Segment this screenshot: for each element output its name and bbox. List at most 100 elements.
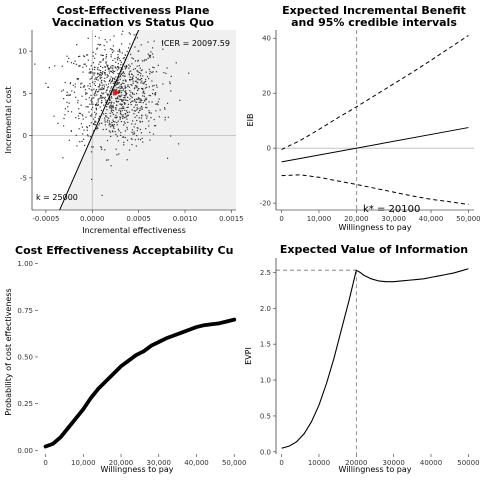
ce-plane-point xyxy=(119,87,121,89)
ce-plane-point xyxy=(99,61,101,63)
ce-plane-point xyxy=(119,50,121,52)
ce-plane-point xyxy=(109,107,111,109)
ce-plane-point xyxy=(91,76,93,78)
ce-plane-point xyxy=(86,92,88,95)
ce-plane-point xyxy=(73,62,75,65)
ce-plane-x-label: Incremental effectiveness xyxy=(82,226,186,235)
ce-plane-point xyxy=(109,78,111,80)
ce-plane-point xyxy=(149,73,151,75)
ce-plane-point xyxy=(113,83,115,85)
ce-plane-point xyxy=(115,97,117,100)
ce-plane-point xyxy=(92,146,94,148)
ce-plane-point xyxy=(86,134,89,136)
ce-plane-point xyxy=(146,106,148,109)
ce-plane-point xyxy=(98,124,100,126)
ce-plane-point xyxy=(162,48,164,50)
ce-plane-point xyxy=(75,117,77,119)
ce-plane-point xyxy=(66,91,68,93)
eib-lower-interval-line xyxy=(281,174,469,205)
ce-plane-point xyxy=(134,100,136,102)
ce-plane-point xyxy=(96,48,98,50)
ce-plane-point xyxy=(140,73,142,75)
ce-plane-point xyxy=(119,78,121,80)
ce-plane-point xyxy=(94,84,96,87)
ce-plane-point xyxy=(83,86,85,88)
ce-plane-point xyxy=(45,82,47,84)
ce-plane-point xyxy=(145,84,147,86)
ce-plane-point xyxy=(131,123,133,125)
ce-plane-point xyxy=(139,120,141,122)
ce-plane-point xyxy=(124,109,126,111)
ce-plane-point xyxy=(104,96,106,98)
ce-plane-point xyxy=(118,109,120,111)
ce-plane-point xyxy=(112,126,115,128)
ce-plane-point xyxy=(69,94,71,96)
ce-plane-point xyxy=(121,103,123,105)
ce-plane-point xyxy=(133,126,135,128)
ce-plane-point xyxy=(145,97,147,99)
eib-title-line1: Expected Incremental Benefit xyxy=(282,4,466,17)
ce-plane-point xyxy=(118,57,120,60)
ce-plane-point xyxy=(106,106,108,108)
ce-plane-point xyxy=(137,138,139,140)
ce-plane-point xyxy=(112,82,114,84)
ce-plane-point xyxy=(111,70,113,73)
ce-plane-point xyxy=(115,133,117,135)
ce-plane-point xyxy=(127,85,129,87)
ce-plane-point xyxy=(116,57,118,59)
ce-plane-point xyxy=(93,123,95,126)
ce-plane-point xyxy=(100,30,102,31)
ce-plane-point xyxy=(102,93,104,95)
ce-plane-point xyxy=(169,81,171,83)
eib-break-even-label: k* = 20100 xyxy=(363,204,420,215)
ce-plane-point xyxy=(94,103,97,106)
ce-plane-point xyxy=(110,76,112,78)
ce-plane-point xyxy=(131,78,134,80)
ce-plane-point xyxy=(95,121,97,123)
ce-plane-point xyxy=(133,133,136,135)
ce-plane-point xyxy=(103,44,105,47)
ce-plane-point xyxy=(120,104,123,106)
ce-plane-point xyxy=(109,89,111,92)
ce-plane-point xyxy=(97,118,100,120)
ce-plane-point xyxy=(113,124,115,126)
ce-plane-point xyxy=(110,96,112,98)
ce-plane-point xyxy=(120,113,122,116)
ce-plane-point xyxy=(135,76,137,78)
ce-plane-point xyxy=(136,134,138,137)
ce-plane-point xyxy=(63,117,65,120)
ce-plane-point xyxy=(87,37,89,39)
eib-x-tick-label: 50,000 xyxy=(456,215,480,223)
ceac-x-ticks: 0 10,000 20,000 30,000 40,000 50,000 xyxy=(43,454,246,467)
ce-plane-point xyxy=(154,125,157,127)
ce-plane-point xyxy=(70,130,72,132)
ce-plane-point xyxy=(122,90,124,92)
ce-plane-point xyxy=(116,135,118,137)
ce-plane-point xyxy=(111,51,114,54)
ce-plane-point xyxy=(69,83,71,85)
ce-plane-point xyxy=(134,98,136,101)
ce-plane-point xyxy=(157,101,159,103)
ce-plane-point xyxy=(106,41,108,43)
ce-plane-point xyxy=(125,67,127,69)
ce-plane-point xyxy=(107,83,110,85)
ce-plane-point xyxy=(81,113,83,116)
ce-plane-point xyxy=(121,33,123,35)
ce-plane-y-tick-label: 5 xyxy=(23,90,27,98)
ce-plane-point xyxy=(111,125,113,127)
ce-plane-point xyxy=(61,65,63,67)
ce-plane-point xyxy=(96,68,99,70)
ce-plane-point xyxy=(90,98,93,100)
ce-plane-point xyxy=(145,98,148,101)
ce-plane-point xyxy=(93,74,95,76)
ce-plane-point xyxy=(117,83,119,85)
ce-plane-point xyxy=(84,89,87,91)
ceac-x-tick-label: 0 xyxy=(43,459,47,467)
evpi-x-tick-label: 40000 xyxy=(420,459,442,467)
ce-plane-point xyxy=(166,157,169,159)
ce-plane-point xyxy=(112,69,114,71)
ce-plane-point xyxy=(130,138,132,140)
ce-plane-point xyxy=(151,71,153,74)
ce-plane-point xyxy=(122,88,125,90)
ce-plane-point xyxy=(102,59,104,61)
